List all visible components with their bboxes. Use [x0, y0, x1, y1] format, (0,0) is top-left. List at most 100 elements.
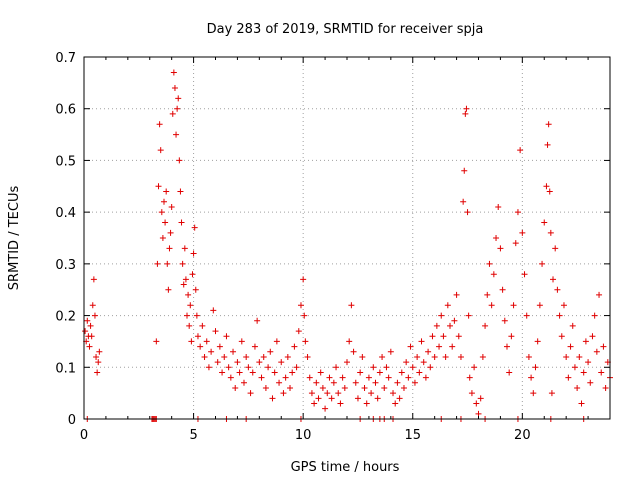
- y-tick-label: 0: [68, 413, 76, 428]
- data-point: [488, 302, 495, 309]
- data-point: [521, 271, 528, 278]
- data-point: [249, 369, 256, 376]
- data-point: [433, 322, 440, 329]
- data-point: [396, 395, 403, 402]
- data-point: [276, 379, 283, 386]
- data-point: [169, 110, 176, 117]
- data-point: [563, 353, 570, 360]
- data-point: [324, 390, 331, 397]
- data-point: [171, 85, 178, 92]
- data-point: [328, 395, 335, 402]
- data-point: [238, 338, 245, 345]
- data-point: [176, 157, 183, 164]
- data-point: [407, 343, 414, 350]
- data-point: [414, 353, 421, 360]
- data-point: [230, 348, 237, 355]
- data-point: [546, 188, 553, 195]
- y-tick-label: 0.3: [55, 258, 76, 273]
- data-point: [221, 353, 228, 360]
- x-tick-label: 20: [514, 428, 531, 443]
- data-point: [165, 286, 172, 293]
- data-point: [260, 353, 267, 360]
- data-point: [449, 343, 456, 350]
- data-point: [473, 400, 480, 407]
- data-point: [93, 353, 100, 360]
- data-point: [585, 359, 592, 366]
- data-point: [216, 343, 223, 350]
- data-point: [392, 400, 399, 407]
- data-point: [254, 317, 261, 324]
- data-point: [554, 286, 561, 293]
- data-point: [205, 364, 212, 371]
- data-point: [317, 369, 324, 376]
- data-point: [582, 338, 589, 345]
- data-point: [322, 405, 329, 412]
- data-point: [156, 121, 163, 128]
- data-point: [376, 369, 383, 376]
- x-tick-label: 15: [404, 428, 421, 443]
- data-point: [284, 353, 291, 360]
- data-point: [267, 348, 274, 355]
- data-point: [536, 302, 543, 309]
- data-point: [503, 343, 510, 350]
- data-point: [271, 369, 278, 376]
- data-point: [273, 338, 280, 345]
- data-point: [497, 245, 504, 252]
- data-point: [381, 384, 388, 391]
- data-point: [574, 384, 581, 391]
- data-point: [300, 276, 307, 283]
- data-point: [600, 343, 607, 350]
- data-point: [544, 141, 551, 148]
- data-point: [471, 364, 478, 371]
- data-point: [368, 390, 375, 397]
- x-tick-label: 0: [80, 428, 88, 443]
- data-point: [576, 353, 583, 360]
- data-point: [580, 369, 587, 376]
- data-point: [308, 390, 315, 397]
- data-point: [335, 390, 342, 397]
- data-point: [517, 147, 524, 154]
- data-point: [166, 245, 173, 252]
- data-point: [525, 353, 532, 360]
- data-point: [501, 317, 508, 324]
- data-point: [598, 369, 605, 376]
- data-point: [278, 359, 285, 366]
- data-point: [184, 312, 191, 319]
- data-point: [319, 384, 326, 391]
- data-point: [155, 183, 162, 190]
- data-point: [359, 353, 366, 360]
- data-point: [438, 312, 445, 319]
- data-point: [510, 302, 517, 309]
- data-point: [519, 229, 526, 236]
- data-point: [302, 338, 309, 345]
- data-point: [192, 286, 199, 293]
- data-point: [578, 400, 585, 407]
- data-point: [157, 147, 164, 154]
- data-point: [223, 333, 230, 340]
- data-point: [333, 364, 340, 371]
- data-point: [541, 219, 548, 226]
- data-point: [348, 302, 355, 309]
- data-point: [398, 369, 405, 376]
- data-point: [227, 374, 234, 381]
- data-point: [490, 271, 497, 278]
- data-point: [214, 359, 221, 366]
- data-point: [280, 390, 287, 397]
- data-point: [447, 322, 454, 329]
- data-point: [175, 95, 182, 102]
- data-point: [243, 353, 250, 360]
- data-point: [569, 322, 576, 329]
- data-point: [463, 105, 470, 112]
- data-point: [482, 322, 489, 329]
- data-point: [357, 369, 364, 376]
- data-point: [383, 364, 390, 371]
- data-point: [506, 369, 513, 376]
- data-point: [350, 348, 357, 355]
- data-point: [589, 333, 596, 340]
- data-point: [164, 260, 171, 267]
- data-point: [468, 390, 475, 397]
- data-point: [495, 203, 502, 210]
- data-point: [95, 359, 102, 366]
- data-point: [547, 229, 554, 236]
- data-point: [431, 353, 438, 360]
